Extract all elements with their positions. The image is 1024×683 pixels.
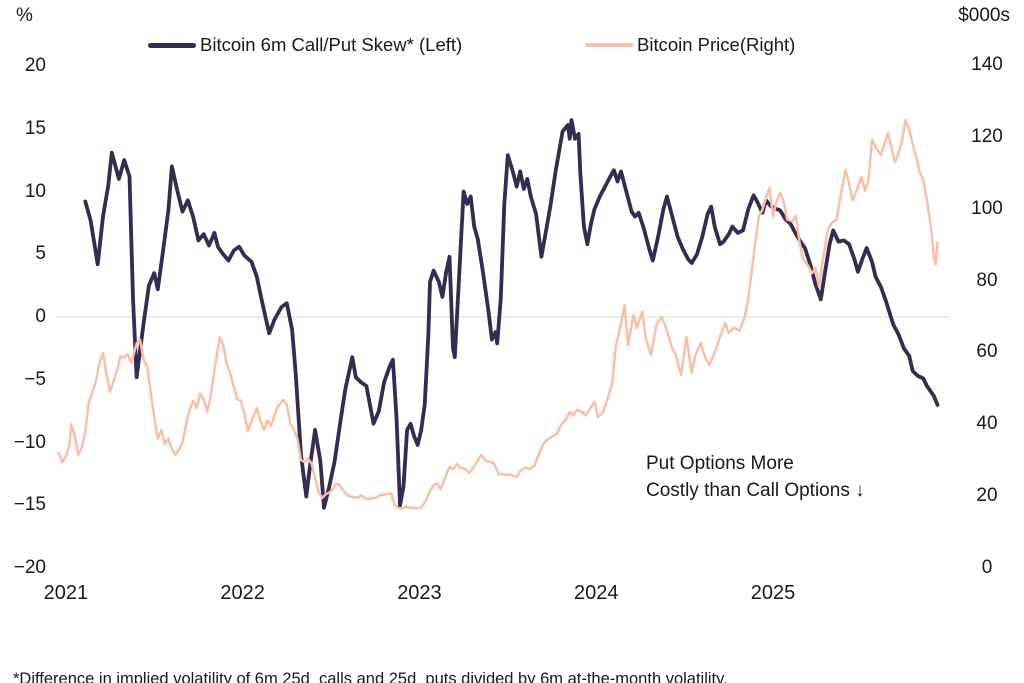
left-axis-tick: 10	[24, 180, 46, 202]
right-axis-tick: 60	[976, 341, 998, 363]
x-axis-tick: 2022	[220, 582, 265, 604]
legend-label-skew: Bitcoin 6m Call/Put Skew* (Left)	[200, 34, 463, 55]
right-axis-tick: 120	[971, 125, 1003, 147]
annotation-line-2: Costly than Call Options ↓	[646, 480, 865, 501]
x-axis-tick: 2024	[573, 582, 619, 604]
left-axis-tick: 0	[35, 306, 46, 327]
footnote-line-1: *Difference in implied volatility of 6m …	[13, 670, 728, 683]
left-axis-tick: −5	[24, 368, 46, 390]
legend-item-price: Bitcoin Price(Right)	[585, 34, 795, 56]
left-axis-tick: −15	[13, 494, 46, 516]
right-axis-tick: 100	[971, 197, 1003, 219]
skew-line-swatch-icon	[148, 42, 196, 48]
right-axis-unit: $000s	[958, 5, 1010, 26]
right-axis-tick: 140	[971, 54, 1003, 75]
right-axis-tick: 40	[976, 413, 998, 435]
x-axis-tick: 2025	[750, 582, 796, 604]
legend-label-price: Bitcoin Price(Right)	[637, 34, 796, 55]
left-axis-tick: −10	[13, 431, 46, 453]
chart-annotation: Put Options More Costly than Call Option…	[646, 450, 865, 504]
left-axis-tick: 20	[24, 55, 46, 76]
left-axis-tick: −20	[13, 557, 46, 578]
x-axis-tick: 2021	[43, 582, 89, 604]
right-axis-tick: 20	[976, 485, 998, 507]
price-line	[57, 118, 939, 510]
right-axis-tick: 80	[976, 269, 998, 291]
legend-item-skew: Bitcoin 6m Call/Put Skew* (Left)	[148, 34, 462, 56]
price-line-swatch-icon	[585, 43, 633, 47]
x-axis-tick: 2023	[397, 582, 442, 604]
annotation-line-1: Put Options More	[646, 453, 794, 474]
right-axis-tick: 0	[981, 557, 993, 578]
left-axis-tick: 5	[35, 243, 46, 265]
left-axis-unit: %	[16, 5, 33, 26]
left-axis-tick: 15	[24, 117, 46, 139]
skew-line	[83, 118, 940, 510]
footnote: *Difference in implied volatility of 6m …	[13, 622, 750, 683]
